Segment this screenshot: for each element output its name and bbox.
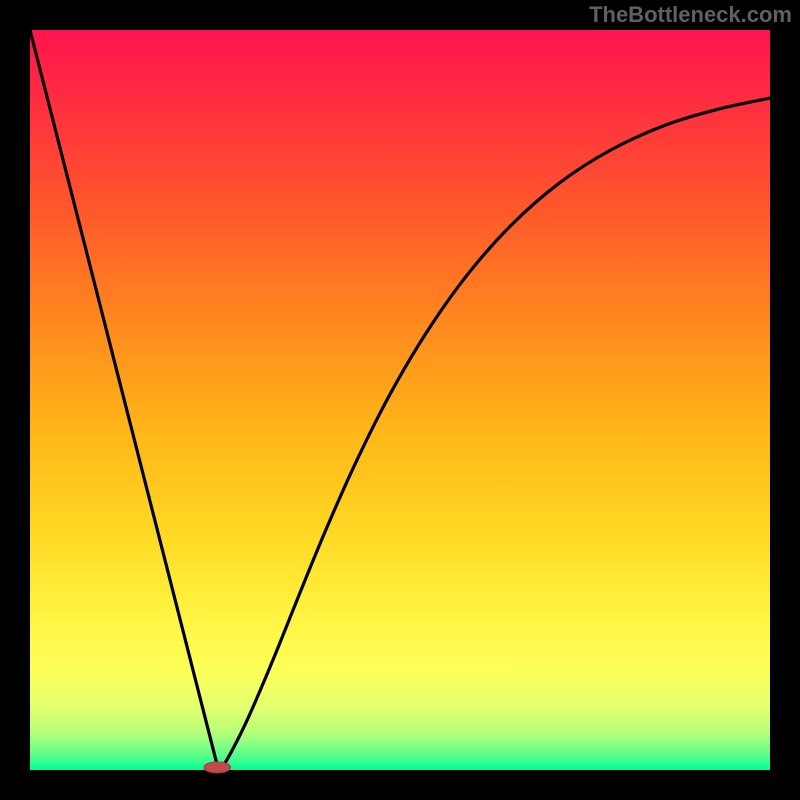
watermark: TheBottleneck.com [589, 2, 792, 28]
minimum-marker [204, 762, 231, 773]
plot-background [30, 30, 770, 770]
chart-svg [0, 0, 800, 800]
chart-container: TheBottleneck.com [0, 0, 800, 800]
